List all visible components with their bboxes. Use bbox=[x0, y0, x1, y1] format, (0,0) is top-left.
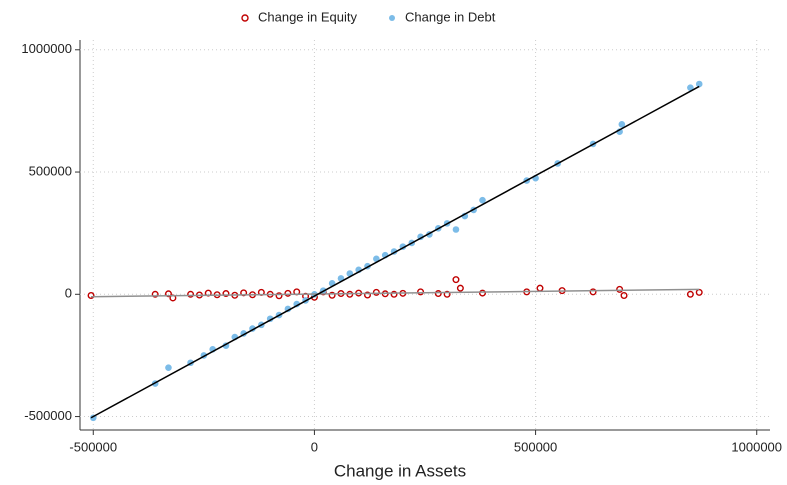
legend-marker bbox=[389, 15, 396, 21]
point bbox=[686, 290, 694, 298]
point bbox=[87, 292, 95, 300]
y-tick-label: 1000000 bbox=[21, 41, 72, 56]
point bbox=[372, 288, 380, 296]
point bbox=[222, 290, 230, 298]
point bbox=[390, 290, 398, 298]
x-tick-label: 1000000 bbox=[731, 439, 782, 454]
x-axis-title: Change in Assets bbox=[334, 461, 466, 480]
x-tick-label: -500000 bbox=[69, 439, 117, 454]
point bbox=[151, 290, 159, 298]
point bbox=[618, 121, 626, 128]
point bbox=[165, 364, 172, 371]
point bbox=[687, 84, 694, 91]
point bbox=[479, 196, 486, 204]
point bbox=[417, 288, 425, 296]
point bbox=[479, 289, 487, 297]
fit-line bbox=[90, 85, 700, 419]
point bbox=[275, 292, 283, 300]
point bbox=[164, 290, 172, 298]
legend-marker bbox=[241, 14, 249, 22]
x-tick-label: 0 bbox=[311, 439, 318, 454]
point bbox=[373, 255, 380, 263]
y-tick-label: -500000 bbox=[24, 408, 72, 423]
point bbox=[293, 300, 301, 308]
point bbox=[452, 276, 460, 284]
point bbox=[589, 288, 597, 296]
point bbox=[616, 285, 624, 293]
point bbox=[456, 284, 464, 292]
point bbox=[695, 80, 703, 88]
legend-label: Change in Equity bbox=[258, 9, 358, 24]
point bbox=[443, 290, 451, 298]
point bbox=[536, 284, 544, 292]
point bbox=[328, 291, 336, 299]
point bbox=[452, 226, 460, 233]
point bbox=[434, 290, 442, 298]
point bbox=[620, 292, 628, 300]
x-tick-label: 500000 bbox=[514, 439, 557, 454]
legend-label: Change in Debt bbox=[405, 9, 496, 24]
point bbox=[284, 289, 292, 297]
point bbox=[364, 291, 372, 299]
y-tick-label: 500000 bbox=[29, 163, 72, 178]
point bbox=[695, 288, 703, 296]
fit-line bbox=[91, 288, 700, 298]
point bbox=[187, 290, 195, 298]
y-tick-label: 0 bbox=[65, 286, 72, 301]
